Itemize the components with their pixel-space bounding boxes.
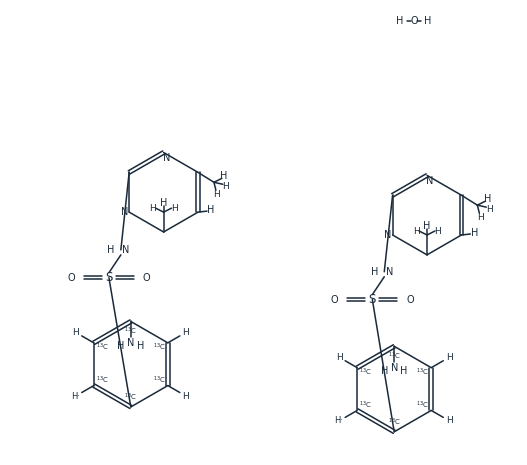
Text: H: H	[446, 353, 453, 362]
Text: N: N	[121, 207, 128, 217]
Text: H: H	[149, 204, 156, 213]
Text: O: O	[411, 16, 418, 26]
Text: N: N	[127, 339, 134, 348]
Text: H: H	[137, 341, 144, 352]
Text: $^{13}$C: $^{13}$C	[124, 326, 137, 337]
Text: H: H	[171, 204, 178, 213]
Text: H: H	[423, 221, 431, 231]
Text: N: N	[122, 245, 130, 255]
Text: H: H	[182, 328, 189, 337]
Text: H: H	[446, 416, 453, 425]
Text: $^{13}$C: $^{13}$C	[388, 416, 401, 427]
Text: H: H	[471, 228, 478, 238]
Text: $^{13}$C: $^{13}$C	[359, 367, 372, 379]
Text: H: H	[336, 353, 343, 362]
Text: $^{13}$C: $^{13}$C	[416, 367, 429, 379]
Text: H: H	[435, 226, 441, 235]
Text: N: N	[384, 230, 392, 240]
Text: H: H	[213, 190, 220, 199]
Text: H: H	[380, 366, 388, 376]
Text: N: N	[426, 176, 434, 186]
Text: H: H	[117, 341, 124, 352]
Text: H: H	[107, 245, 114, 255]
Text: H: H	[424, 16, 432, 26]
Text: $^{13}$C: $^{13}$C	[153, 375, 165, 386]
Text: $^{13}$C: $^{13}$C	[388, 351, 401, 362]
Text: H: H	[413, 226, 419, 235]
Text: H: H	[477, 213, 484, 222]
Text: H: H	[182, 392, 189, 400]
Text: $^{13}$C: $^{13}$C	[96, 342, 109, 353]
Text: H: H	[401, 366, 408, 376]
Text: H: H	[484, 194, 491, 204]
Text: H·: H·	[71, 392, 80, 400]
Text: S: S	[369, 293, 376, 306]
Text: $^{13}$C: $^{13}$C	[416, 400, 429, 411]
Text: N: N	[391, 363, 398, 373]
Text: H: H	[370, 267, 378, 277]
Text: O: O	[331, 295, 338, 305]
Text: H: H	[160, 198, 167, 208]
Text: O: O	[406, 295, 414, 305]
Text: $^{13}$C: $^{13}$C	[359, 400, 372, 411]
Text: H·: H·	[335, 416, 344, 425]
Text: H: H	[72, 328, 79, 337]
Text: H: H	[220, 171, 228, 181]
Text: N: N	[386, 267, 393, 277]
Text: $^{13}$C: $^{13}$C	[153, 342, 165, 353]
Text: O: O	[67, 273, 75, 283]
Text: H: H	[486, 205, 493, 213]
Text: H: H	[222, 182, 229, 191]
Text: N: N	[163, 153, 170, 163]
Text: H: H	[396, 16, 404, 26]
Text: $^{13}$C: $^{13}$C	[96, 375, 109, 386]
Text: S: S	[105, 271, 113, 284]
Text: O: O	[143, 273, 151, 283]
Text: H: H	[207, 205, 214, 215]
Text: $^{13}$C: $^{13}$C	[124, 392, 137, 403]
